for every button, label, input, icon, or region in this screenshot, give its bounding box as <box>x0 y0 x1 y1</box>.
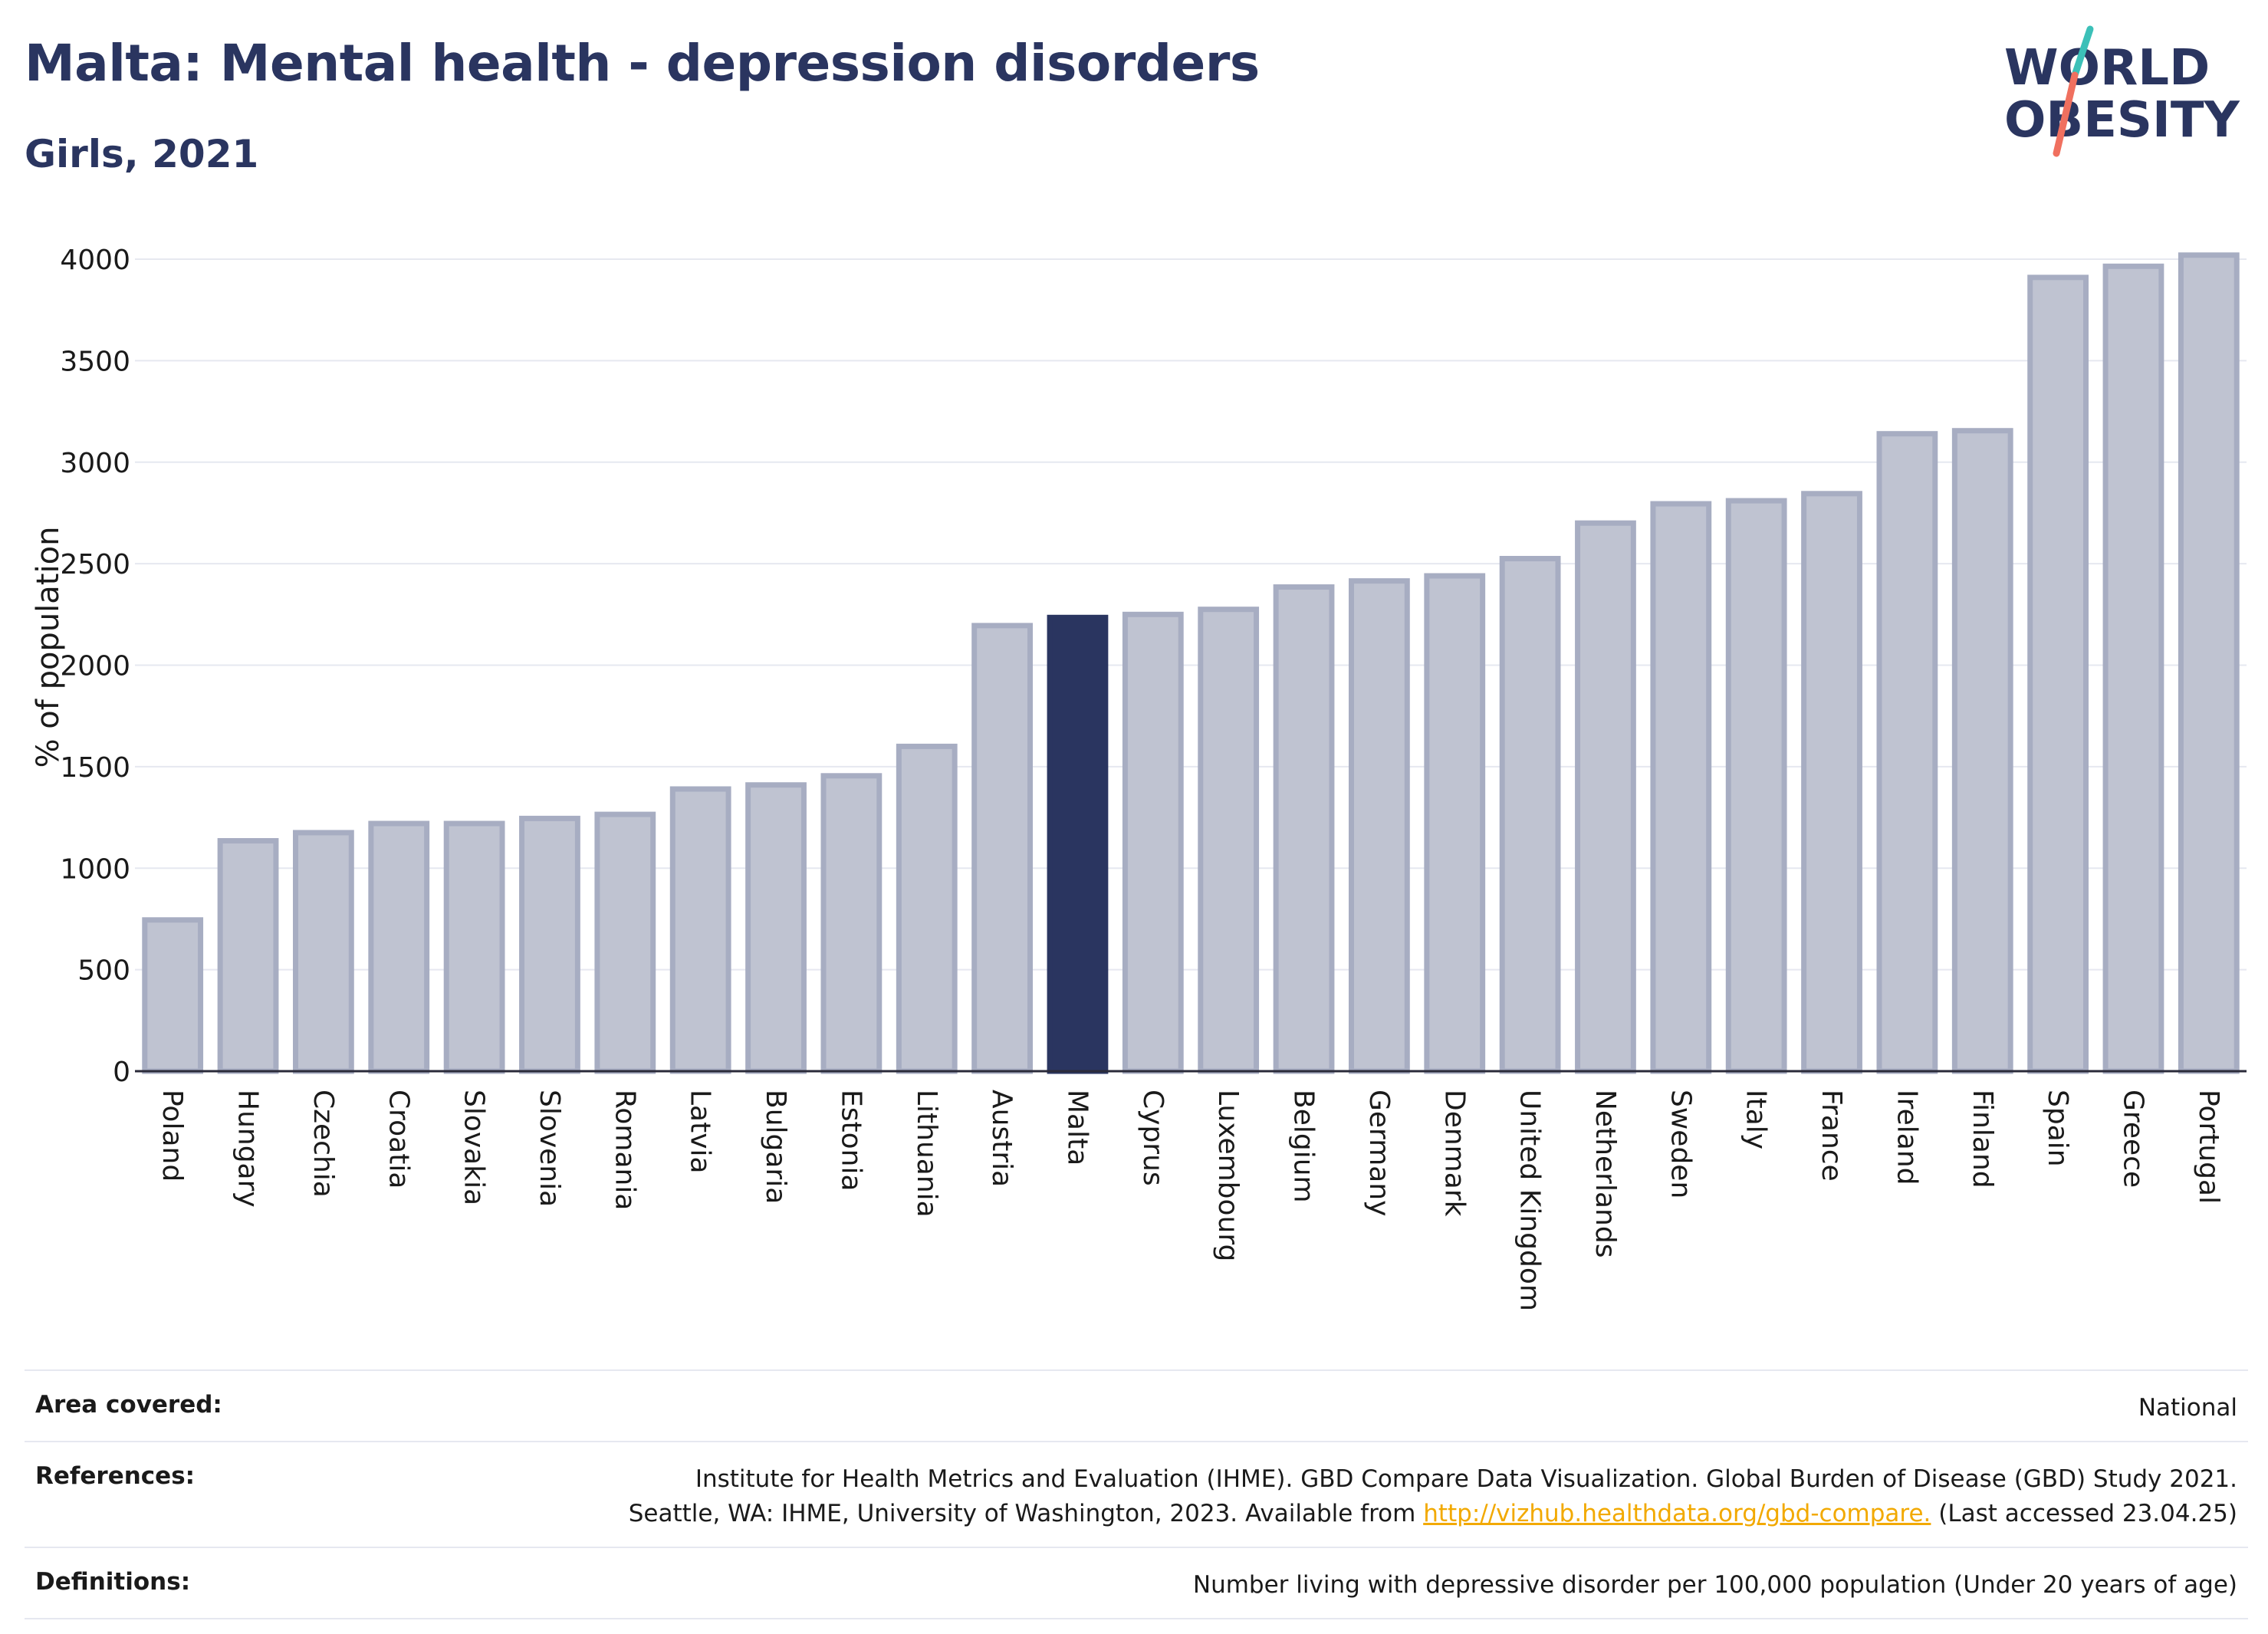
bar[interactable] <box>217 838 279 1074</box>
y-tick-label: 1000 <box>60 853 130 885</box>
references-value: Institute for Health Metrics and Evaluat… <box>629 1462 2237 1531</box>
bar[interactable] <box>1650 501 1712 1074</box>
x-tick-label: Belgium <box>1288 1090 1320 1203</box>
chart-title: Malta: Mental health - depression disord… <box>25 34 1260 93</box>
y-tick-label: 500 <box>77 955 130 987</box>
x-tick-label: Estonia <box>835 1090 866 1192</box>
bar[interactable] <box>1801 491 1862 1074</box>
bar[interactable] <box>368 820 430 1074</box>
bar[interactable] <box>1575 520 1636 1074</box>
bar[interactable] <box>2027 275 2089 1074</box>
x-tick-label: United Kingdom <box>1514 1090 1546 1311</box>
references-line1: Institute for Health Metrics and Evaluat… <box>695 1465 2237 1493</box>
bar[interactable] <box>1122 611 1184 1074</box>
world-obesity-logo: WORLD OBESITY <box>2004 25 2240 157</box>
x-tick-label: Portugal <box>2193 1090 2224 1204</box>
x-tick-label: Luxembourg <box>1212 1090 1244 1261</box>
x-tick-label: Germany <box>1363 1090 1395 1216</box>
bar[interactable] <box>896 743 958 1074</box>
x-tick-label: Lithuania <box>911 1090 942 1218</box>
bar[interactable] <box>1273 584 1335 1074</box>
bar[interactable] <box>1349 578 1410 1074</box>
bar-highlight[interactable] <box>1047 614 1109 1074</box>
y-tick-label: 3500 <box>60 346 130 377</box>
references-line2-post: (Last accessed 23.04.25) <box>1938 1499 2237 1527</box>
bar[interactable] <box>519 815 580 1074</box>
bar[interactable] <box>2178 252 2240 1074</box>
x-tick-label: Slovenia <box>534 1090 565 1207</box>
definitions-value: Number living with depressive disorder p… <box>1192 1570 2237 1599</box>
y-tick-label: 3000 <box>60 448 130 479</box>
bar[interactable] <box>142 917 204 1074</box>
x-tick-label: Greece <box>2117 1090 2148 1188</box>
bar[interactable] <box>443 820 505 1074</box>
bar-chart: 0 500 1000 1500 2000 2500 3000 3500 4000 % of pop… <box>31 245 2247 1311</box>
logo-text-world: WORLD <box>2004 40 2210 97</box>
references-row: References: Institute for Health Metrics… <box>25 1440 2248 1547</box>
bar[interactable] <box>745 782 807 1074</box>
references-label: References: <box>35 1461 196 1490</box>
metadata-table: Area covered: National References: Insti… <box>25 1369 2248 1619</box>
definitions-label: Definitions: <box>35 1567 191 1596</box>
area-covered-row: Area covered: National <box>25 1369 2248 1441</box>
bar[interactable] <box>2102 263 2164 1074</box>
y-tick-label: 2500 <box>60 549 130 580</box>
x-tick-label: Poland <box>156 1090 188 1182</box>
logo-slash-teal <box>2071 25 2094 79</box>
bar[interactable] <box>293 830 354 1074</box>
bar[interactable] <box>594 811 656 1074</box>
chart-subtitle: Girls, 2021 <box>25 132 259 176</box>
bar[interactable] <box>1198 607 1260 1074</box>
bar[interactable] <box>1424 573 1486 1074</box>
x-tick-label: France <box>1816 1090 1847 1182</box>
x-tick-label: Denmark <box>1438 1090 1470 1217</box>
y-tick-label: 2000 <box>60 651 130 682</box>
area-covered-label: Area covered: <box>35 1391 222 1419</box>
x-tick-label: Spain <box>2042 1090 2073 1167</box>
x-tick-label: Romania <box>609 1090 640 1210</box>
y-tick-label: 4000 <box>60 245 130 276</box>
bar[interactable] <box>1499 556 1561 1074</box>
x-tick-label: Hungary <box>232 1090 264 1208</box>
y-axis-label: % of population <box>31 527 66 768</box>
x-tick-label: Netherlands <box>1589 1090 1621 1258</box>
bar[interactable] <box>1876 431 1938 1074</box>
bar[interactable] <box>669 786 731 1074</box>
definitions-row: Definitions: Number living with depressi… <box>25 1546 2248 1619</box>
x-tick-label: Ireland <box>1891 1090 1922 1185</box>
references-line2-pre: Seattle, WA: IHME, University of Washing… <box>628 1499 1416 1527</box>
x-tick-label: Bulgaria <box>760 1090 791 1204</box>
x-tick-label: Latvia <box>685 1090 716 1174</box>
x-tick-label: Cyprus <box>1137 1090 1169 1186</box>
x-tick-label: Slovakia <box>459 1090 490 1205</box>
bar[interactable] <box>820 773 883 1074</box>
logo-slash-coral <box>2053 71 2079 157</box>
area-covered-value: National <box>2138 1394 2237 1422</box>
x-tick-label: Italy <box>1740 1090 1772 1149</box>
references-link[interactable]: http://vizhub.healthdata.org/gbd-compare… <box>1423 1499 1931 1527</box>
x-tick-label: Croatia <box>383 1090 414 1189</box>
logo-text-obesity: OBESITY <box>2004 92 2240 149</box>
y-tick-label: 0 <box>113 1057 130 1088</box>
x-tick-label: Finland <box>1967 1090 1998 1189</box>
bar[interactable] <box>1725 498 1787 1074</box>
bar[interactable] <box>971 623 1033 1074</box>
x-tick-label: Sweden <box>1665 1090 1696 1198</box>
bar[interactable] <box>1951 428 2013 1074</box>
x-tick-label: Malta <box>1061 1090 1093 1165</box>
x-tick-label: Czechia <box>307 1090 339 1198</box>
x-tick-label: Austria <box>986 1090 1017 1187</box>
y-tick-label: 1500 <box>60 752 130 784</box>
